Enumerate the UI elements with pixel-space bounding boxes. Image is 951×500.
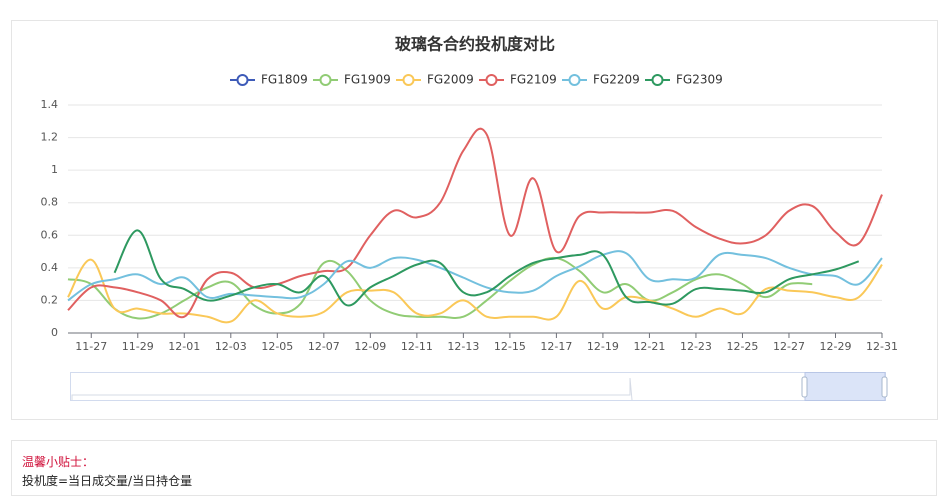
legend-icon: [236, 74, 249, 86]
chart: 玻璃各合约投机度对比 0 0.2 0.4 0.6 0.8 1 1.2 1.4 11-27 11-2…: [11, 20, 938, 420]
legend-icon: [568, 74, 581, 86]
x-tick-label: 12-31: [866, 340, 898, 353]
zoom-preview: [71, 377, 633, 401]
y-tick-label: 0.4: [41, 261, 59, 274]
data-zoom[interactable]: [70, 372, 888, 401]
x-tick-label: 12-11: [401, 340, 433, 353]
y-tick-label: 0.8: [41, 196, 59, 209]
tip-title: 温馨小贴士：: [22, 455, 95, 469]
tip-text: 投机度=当日成交量/当日持仓量: [22, 474, 193, 488]
series-line: [67, 127, 883, 319]
y-tick-label: 1.4: [41, 98, 59, 111]
x-tick-label: 11-29: [122, 340, 154, 353]
legend-label: FG2009: [427, 73, 474, 87]
series-line: [67, 250, 883, 302]
y-tick-label: 0: [51, 326, 58, 339]
x-tick-label: 12-01: [168, 340, 200, 353]
x-tick-label: 12-21: [633, 340, 665, 353]
x-tick-label: 12-23: [680, 340, 712, 353]
legend-label: FG2309: [676, 73, 723, 87]
chart-panel: [11, 20, 938, 420]
x-tick-label: 12-07: [308, 340, 340, 353]
legend-icon: [651, 74, 664, 86]
x-tick-label: 12-25: [726, 340, 758, 353]
legend-icon: [402, 74, 415, 86]
y-tick-label: 1.2: [41, 131, 59, 144]
y-tick-label: 1: [51, 163, 58, 176]
legend-label: FG1909: [344, 73, 391, 87]
legend-label: FG2109: [510, 73, 557, 87]
series-line: [113, 229, 860, 307]
x-tick-label: 12-13: [447, 340, 479, 353]
legend-icon: [485, 74, 498, 86]
x-tick-label: 12-27: [773, 340, 805, 353]
legend-label: FG2209: [593, 73, 640, 87]
chart-title: 玻璃各合约投机度对比: [395, 35, 555, 54]
legend-label: FG1809: [261, 73, 308, 87]
tip-box: 温馨小贴士： 投机度=当日成交量/当日持仓量: [11, 440, 937, 496]
x-tick-label: 12-05: [261, 340, 293, 353]
x-tick-label: 12-09: [354, 340, 386, 353]
zoom-handle[interactable]: [801, 376, 808, 398]
legend-icon: [319, 74, 332, 86]
x-tick-label: 12-19: [587, 340, 619, 353]
zoom-handle[interactable]: [881, 376, 888, 398]
zoom-window[interactable]: [804, 372, 886, 401]
y-tick-label: 0.6: [41, 228, 59, 241]
x-tick-label: 12-15: [494, 340, 526, 353]
x-tick-label: 12-03: [215, 340, 247, 353]
y-tick-label: 0.2: [41, 293, 59, 306]
x-tick-label: 12-29: [820, 340, 852, 353]
series-line: [67, 256, 813, 320]
series-line: [67, 258, 883, 324]
x-tick-label: 11-27: [75, 340, 107, 353]
x-tick-label: 12-17: [540, 340, 572, 353]
